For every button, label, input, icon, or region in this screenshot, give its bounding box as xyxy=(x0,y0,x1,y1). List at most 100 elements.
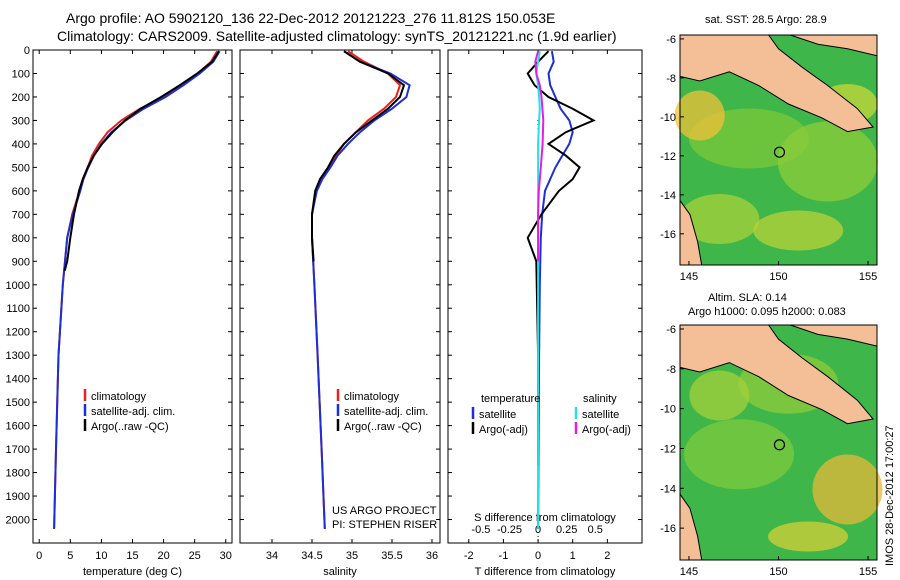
y-tick-label: 1600 xyxy=(6,421,30,433)
map-field-patch xyxy=(684,419,795,490)
map-lat-label: -14 xyxy=(660,483,676,495)
credit-stamp: IMOS 28-Dec-2012 17:00:27 xyxy=(884,425,896,566)
x2-tick-label: 0.25 xyxy=(556,524,577,536)
series-line-2 xyxy=(526,50,596,466)
map-field-patch xyxy=(674,90,725,141)
figure-subtitle: Climatology: CARS2009. Satellite-adjuste… xyxy=(57,28,617,44)
legend-header: salinity xyxy=(583,393,617,405)
map-field-patch xyxy=(777,121,878,202)
map-lon-label: 145 xyxy=(680,271,698,283)
x-axis-label: T difference from climatology xyxy=(475,566,616,578)
map-lat-label: -12 xyxy=(660,443,676,455)
legend-label: climatology xyxy=(91,391,147,403)
legend-header: temperature xyxy=(481,393,540,405)
x2-tick-label: 0.5 xyxy=(588,524,603,536)
figure-title: Argo profile: AO 5902120_136 22-Dec-2012… xyxy=(66,10,556,26)
map-lon-label: 145 xyxy=(680,566,698,578)
argo-float-marker xyxy=(773,439,786,451)
map-lon-label: 155 xyxy=(859,566,877,578)
legend-label: Argo(..raw -QC) xyxy=(344,421,422,433)
series-line-3 xyxy=(311,50,406,262)
panel-annotation: PI: STEPHEN RISER xyxy=(332,519,437,531)
profile-panel-2: 34 34.5 35 35.5 36 salinity climatology satelli… xyxy=(239,49,441,578)
x-tick-label: 0 xyxy=(535,550,541,562)
y-tick-label: 300 xyxy=(12,115,30,127)
y-tick-label: 0 xyxy=(24,45,30,57)
profile-panel-1: 0100200300400500600700800900100011001200… xyxy=(6,45,233,578)
map-lat-label: -6 xyxy=(666,324,676,336)
series-line-1 xyxy=(53,50,218,529)
plot-frame xyxy=(239,49,441,544)
profile-panel-3: -2 -1 0 1 2 T difference from climatology -0.5… xyxy=(447,49,643,578)
map-lon-label: 150 xyxy=(769,271,787,283)
map-lat-label: -12 xyxy=(660,151,676,163)
x-tick-label: -2 xyxy=(464,550,474,562)
map-lat-label: -14 xyxy=(660,190,676,202)
x-tick-label: 36 xyxy=(426,550,438,562)
y-tick-label: 1100 xyxy=(6,303,30,315)
x-tick-label: 0 xyxy=(36,550,42,562)
y-tick-label: 1400 xyxy=(6,374,30,386)
legend-label: Argo(-adj) xyxy=(479,424,528,436)
argo-float-marker xyxy=(773,146,786,158)
x2-axis-label: S difference from climatology xyxy=(474,512,616,524)
map-field-patch xyxy=(812,454,883,525)
y-tick-label: 700 xyxy=(12,209,30,221)
x-tick-label: -1 xyxy=(499,550,509,562)
series-line-2 xyxy=(311,50,411,529)
x-tick-label: 5 xyxy=(67,550,73,562)
y-tick-label: 400 xyxy=(12,139,30,151)
x-tick-label: 15 xyxy=(126,550,138,562)
x-axis-label: temperature (deg C) xyxy=(83,566,182,578)
map-lon-label: 155 xyxy=(859,271,877,283)
map-field-patch xyxy=(679,194,760,244)
map-panel-1: 145 150 155 -6 -8 -10 -12 -14 -16 xyxy=(660,34,878,283)
panel-annotation: US ARGO PROJECT xyxy=(332,505,437,517)
x2-tick-label: 0 xyxy=(535,524,541,536)
legend-label: climatology xyxy=(344,391,400,403)
land-new-guinea xyxy=(679,34,875,133)
y-tick-label: 200 xyxy=(12,92,30,104)
y-tick-label: 1000 xyxy=(6,280,30,292)
series-line-3 xyxy=(63,50,220,271)
map-lat-label: -8 xyxy=(666,364,676,376)
legend-label: Argo(..raw -QC) xyxy=(91,421,169,433)
y-tick-label: 1800 xyxy=(6,468,30,480)
x-axis-label: salinity xyxy=(323,566,357,578)
series-line-1 xyxy=(311,50,402,529)
x-tick-label: 35.5 xyxy=(381,550,402,562)
map2-title: Altim. SLA: 0.14 xyxy=(708,292,787,304)
map1-title: sat. SST: 28.5 Argo: 28.9 xyxy=(705,14,827,26)
y-tick-label: 500 xyxy=(12,162,30,174)
x-tick-label: 2 xyxy=(604,550,610,562)
x-tick-label: 30 xyxy=(220,550,232,562)
x-tick-label: 35 xyxy=(346,550,358,562)
y-tick-label: 1700 xyxy=(6,444,30,456)
legend-label: satellite xyxy=(582,409,619,421)
map-panel-2: 145 150 155 -6 -8 -10 -12 -14 -16 xyxy=(660,324,883,578)
y-tick-label: 1900 xyxy=(6,491,30,503)
map-field-patch xyxy=(689,370,750,421)
map-lat-label: -6 xyxy=(666,34,676,46)
y-tick-label: 1300 xyxy=(6,350,30,362)
map-lat-label: -10 xyxy=(660,112,676,124)
map-lat-label: -10 xyxy=(660,404,676,416)
legend-label: satellite-adj. clim. xyxy=(344,406,428,418)
y-tick-label: 2000 xyxy=(6,515,30,527)
map-lon-label: 150 xyxy=(769,566,787,578)
series-line-1 xyxy=(537,51,574,529)
x-tick-label: 34.5 xyxy=(301,550,322,562)
x2-tick-label: -0.5 xyxy=(471,524,490,536)
y-tick-label: 800 xyxy=(12,233,30,245)
x-tick-label: 34 xyxy=(266,550,278,562)
x-tick-label: 10 xyxy=(95,550,107,562)
x-tick-label: 20 xyxy=(157,550,169,562)
y-tick-label: 1200 xyxy=(6,327,30,339)
y-tick-label: 1500 xyxy=(6,397,30,409)
map-lat-label: -8 xyxy=(666,73,676,85)
map2-subtitle: Argo h1000: 0.095 h2000: 0.083 xyxy=(688,306,846,318)
legend-label: satellite xyxy=(479,409,516,421)
y-tick-label: 900 xyxy=(12,256,30,268)
map-field-patch xyxy=(753,210,844,251)
